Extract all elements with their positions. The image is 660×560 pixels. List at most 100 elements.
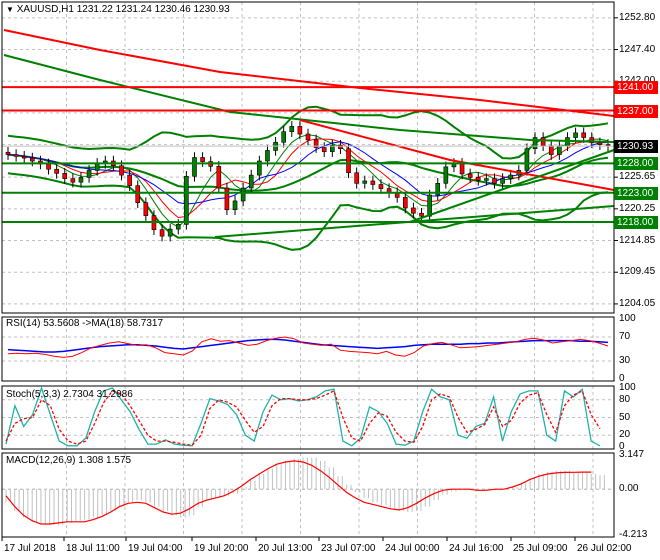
bollinger-middle (7, 153, 609, 192)
candle-body (321, 147, 327, 152)
macd-frame (1, 452, 615, 538)
time-tick-label: 24 Jul 16:00 (449, 543, 504, 554)
candle-body (411, 207, 416, 214)
rsi-tick-label: 0 (619, 373, 625, 384)
time-tick-label: 26 Jul 02:00 (577, 543, 632, 554)
candle-body (492, 178, 497, 184)
red-downtrend-line (299, 119, 615, 191)
time-tick-label: 25 Jul 09:00 (513, 543, 568, 554)
candle-body (46, 163, 51, 170)
macd-tick-label: 3.147 (619, 449, 645, 460)
level-tag: 1223.00 (614, 186, 658, 200)
candle-body (346, 148, 351, 174)
candle-body (467, 173, 473, 178)
price-tick-label: 1247.40 (619, 43, 656, 55)
candle-body (54, 168, 59, 174)
price-tick-label: 1252.80 (619, 11, 656, 23)
rsi-title: RSI(14) 53.5608 ->MA(18) 58.7317 (6, 318, 164, 329)
candle-body (443, 166, 449, 184)
candle-body (581, 132, 586, 138)
candle-body (248, 174, 254, 189)
time-tick-label: 17 Jul 2018 (4, 543, 56, 554)
main-title: ▼ XAUUSD,H1 1231.22 1231.24 1230.46 1230… (6, 4, 230, 15)
candle-body (200, 157, 205, 162)
candle-body (484, 178, 489, 181)
price-tick-label: 1214.85 (619, 234, 656, 246)
stoch-signal-line (5, 389, 601, 446)
green-sma-line (3, 54, 615, 143)
macd-panel[interactable] (5, 457, 605, 526)
candle-body (305, 133, 311, 141)
time-tick-label: 19 Jul 20:00 (194, 543, 249, 554)
stoch-title: Stoch(5,3,3) 2.7304 31.2986 (6, 389, 133, 400)
candle-body (175, 224, 181, 230)
candle-body (402, 197, 408, 209)
time-tick-label: 23 Jul 07:00 (321, 543, 376, 554)
rsi-tick-label: 30 (619, 355, 631, 366)
candle-body (435, 183, 441, 196)
candle-body (159, 229, 165, 237)
time-tick-label: 20 Jul 13:00 (258, 543, 313, 554)
current-price-tag: 1230.93 (614, 140, 658, 154)
rsi-frame (1, 316, 615, 382)
price-tick-label: 1242.00 (619, 75, 655, 87)
level-tag: 1237.00 (614, 104, 658, 118)
dropdown-triangle-icon[interactable]: ▼ (6, 5, 14, 14)
candle-body (313, 139, 319, 148)
ma-medium (7, 138, 609, 219)
red-sma-top-line (3, 29, 615, 117)
ma-slow (7, 141, 609, 205)
candle-body (224, 187, 230, 211)
candle-body (589, 137, 595, 144)
candle-body (475, 177, 481, 181)
candle-body (362, 180, 368, 184)
candle-body (370, 180, 376, 185)
candle-body (135, 185, 141, 203)
candle-body (500, 178, 505, 184)
candle-body (119, 165, 124, 176)
candle-body (30, 157, 35, 162)
candle-body (192, 157, 197, 177)
candle-body (354, 172, 359, 184)
candle-body (524, 148, 530, 171)
green-uptrend-2-line (409, 149, 615, 223)
candle-body (297, 126, 303, 135)
candle-body (378, 184, 384, 189)
stoch-tick-label: 100 (619, 382, 636, 393)
rsi-tick-label: 100 (619, 313, 636, 324)
candle-body (232, 200, 238, 211)
grid-lines (2, 2, 614, 537)
candle-body (143, 202, 149, 216)
candle-body (557, 145, 562, 155)
candle-body (240, 187, 246, 202)
symbol-ohlc-label: XAUUSD,H1 1231.22 1231.24 1230.46 1230.9… (16, 4, 230, 15)
stoch-frame (1, 385, 615, 450)
main-price-panel[interactable] (2, 29, 615, 251)
candle-body (597, 142, 603, 145)
stoch-tick-label: 50 (619, 411, 631, 423)
price-tick-label: 1209.45 (619, 266, 656, 278)
time-tick-label: 18 Jul 11:00 (66, 543, 120, 554)
candle-body (86, 170, 92, 178)
candle-body (573, 132, 578, 138)
candle-body (127, 174, 132, 186)
candle-body (257, 160, 262, 176)
stochastic-panel[interactable] (5, 385, 601, 447)
candle-body (508, 174, 514, 179)
candle-body (459, 163, 465, 175)
stoch-tick-label: 0 (619, 441, 625, 452)
candle-body (94, 163, 100, 171)
candle-body (281, 131, 286, 143)
stoch-tick-label: 80 (619, 393, 631, 405)
macd-signal-line (5, 460, 592, 525)
rsi-tick-label: 70 (619, 331, 631, 342)
level-tag: 1241.00 (614, 81, 658, 95)
candle-body (289, 126, 295, 132)
candle-body (330, 144, 335, 152)
candle-body (540, 137, 546, 147)
candle-body (21, 156, 27, 159)
rsi-panel[interactable] (7, 336, 609, 358)
candle-body (338, 144, 343, 149)
stoch-tick-label: 20 (619, 429, 631, 441)
candle-body (78, 177, 84, 183)
